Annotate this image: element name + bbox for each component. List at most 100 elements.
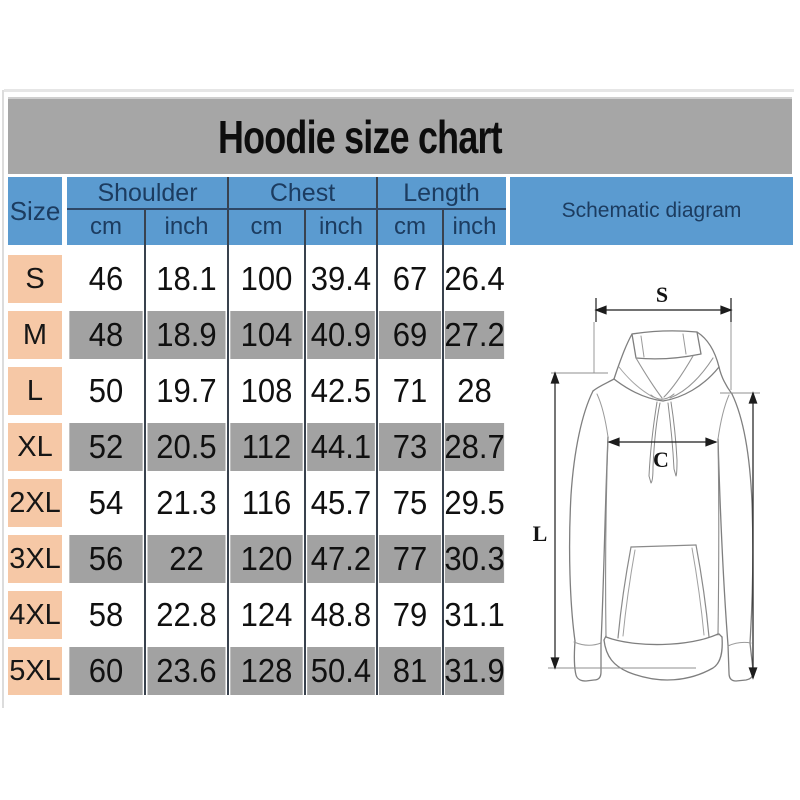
value-cell: 28.7 xyxy=(444,423,505,471)
unit-header-row: cm inch cm inch cm inch xyxy=(67,209,506,245)
value-cell: 29.5 xyxy=(444,484,505,521)
value-cell: 79 xyxy=(392,596,428,633)
value-cell: 52 xyxy=(69,423,143,471)
value-cell: 50 xyxy=(88,372,124,409)
value-cell: 20.5 xyxy=(147,423,226,471)
value-cell: 42.5 xyxy=(310,372,372,409)
group-header-length: Length xyxy=(403,178,480,207)
value-cell: 22.8 xyxy=(156,596,217,633)
column-divider xyxy=(442,209,444,695)
length-label: L xyxy=(533,521,548,546)
value-cell: 60 xyxy=(69,647,143,695)
value-cell: 75 xyxy=(392,484,428,521)
value-cell: 22 xyxy=(147,535,226,583)
page-edge-line xyxy=(2,90,4,708)
value-cell: 124 xyxy=(240,596,293,633)
measurement-guides xyxy=(548,322,760,669)
shoulder-label: S xyxy=(656,282,668,307)
value-cell: 77 xyxy=(378,535,442,583)
hoodie-drawing: S C L xyxy=(533,282,760,682)
group-header-row: Shoulder Chest Length xyxy=(67,177,506,209)
value-cell: 27.2 xyxy=(444,311,505,359)
value-cell: 81 xyxy=(378,647,442,695)
unit-header-length-cm: cm xyxy=(394,213,426,240)
value-cell: 108 xyxy=(240,372,293,409)
chest-measure-arrow xyxy=(607,437,718,447)
value-cell: 116 xyxy=(241,484,292,521)
value-cell: 45.7 xyxy=(310,484,372,521)
value-cell: 47.2 xyxy=(307,535,375,583)
value-cell: 31.1 xyxy=(444,596,505,633)
group-header-chest: Chest xyxy=(269,178,336,207)
value-cell: 50.4 xyxy=(307,647,375,695)
column-divider xyxy=(227,177,229,695)
value-cell: 71 xyxy=(392,372,428,409)
value-cell: 56 xyxy=(69,535,143,583)
schematic-diagram: S C L xyxy=(510,245,793,705)
value-cell: 104 xyxy=(230,311,303,359)
value-cell: 31.9 xyxy=(444,647,505,695)
unit-header-shoulder-cm: cm xyxy=(90,213,122,240)
measurement-headers: Shoulder Chest Length cm inch cm inch cm… xyxy=(67,177,506,245)
hoodie-outline xyxy=(568,330,754,682)
size-cell: S xyxy=(8,255,62,303)
table-body: S 46 18.1 100 39.4 67 26.4 M 48 18.9 104 40.9 69 27.2… xyxy=(8,255,506,703)
value-cell: 46 xyxy=(88,260,124,297)
unit-header-length-inch: inch xyxy=(452,213,497,240)
banner-top-strip xyxy=(4,89,794,92)
value-cell: 18.9 xyxy=(147,311,226,359)
size-cell: 4XL xyxy=(8,591,62,639)
value-cell: 100 xyxy=(240,260,293,297)
header-divider-line xyxy=(67,208,506,210)
value-cell: 112 xyxy=(230,423,303,471)
value-cell: 26.4 xyxy=(444,260,505,297)
page-title: Hoodie size chart xyxy=(218,110,503,163)
column-divider xyxy=(376,177,378,695)
value-cell: 39.4 xyxy=(310,260,372,297)
title-banner: Hoodie size chart xyxy=(8,97,792,174)
value-cell: 30.3 xyxy=(444,535,505,583)
table-row: 3XL 56 22 120 47.2 77 30.3 xyxy=(8,535,506,583)
value-cell: 18.1 xyxy=(156,260,217,297)
value-cell: 69 xyxy=(378,311,442,359)
value-cell: 23.6 xyxy=(147,647,226,695)
value-cell: 44.1 xyxy=(307,423,375,471)
value-cell: 54 xyxy=(88,484,124,521)
table-row: S 46 18.1 100 39.4 67 26.4 xyxy=(8,255,506,303)
value-cell: 67 xyxy=(392,260,428,297)
table-row: L 50 19.7 108 42.5 71 28 xyxy=(8,367,506,415)
value-cell: 73 xyxy=(378,423,442,471)
value-cell: 58 xyxy=(88,596,124,633)
chest-label: C xyxy=(653,447,669,472)
table-row: XL 52 20.5 112 44.1 73 28.7 xyxy=(8,423,506,471)
size-cell: 2XL xyxy=(8,479,62,527)
value-cell: 128 xyxy=(230,647,303,695)
size-cell: XL xyxy=(8,423,62,471)
length-measure-arrow xyxy=(550,371,560,670)
size-column-header: Size xyxy=(8,177,62,245)
size-cell: M xyxy=(8,311,62,359)
sleeve-measure-arrow xyxy=(748,391,758,680)
schematic-column-header: Schematic diagram xyxy=(510,177,793,245)
unit-header-shoulder-inch: inch xyxy=(164,213,209,240)
group-header-shoulder: Shoulder xyxy=(97,178,198,207)
unit-header-chest-inch: inch xyxy=(318,213,364,240)
table-row: 5XL 60 23.6 128 50.4 81 31.9 xyxy=(8,647,506,695)
value-cell: 48.8 xyxy=(310,596,372,633)
value-cell: 40.9 xyxy=(307,311,375,359)
table-row: 2XL 54 21.3 116 45.7 75 29.5 xyxy=(8,479,506,527)
value-cell: 21.3 xyxy=(156,484,217,521)
value-cell: 120 xyxy=(230,535,303,583)
shoulder-measure-arrow xyxy=(594,298,733,322)
column-divider xyxy=(304,209,306,695)
value-cell: 48 xyxy=(69,311,143,359)
table-row: 4XL 58 22.8 124 48.8 79 31.1 xyxy=(8,591,506,639)
column-divider xyxy=(144,209,146,695)
size-cell: 5XL xyxy=(8,647,62,695)
size-cell: L xyxy=(8,367,62,415)
value-cell: 19.7 xyxy=(156,372,217,409)
value-cell: 28 xyxy=(457,372,492,409)
size-cell: 3XL xyxy=(8,535,62,583)
table-row: M 48 18.9 104 40.9 69 27.2 xyxy=(8,311,506,359)
